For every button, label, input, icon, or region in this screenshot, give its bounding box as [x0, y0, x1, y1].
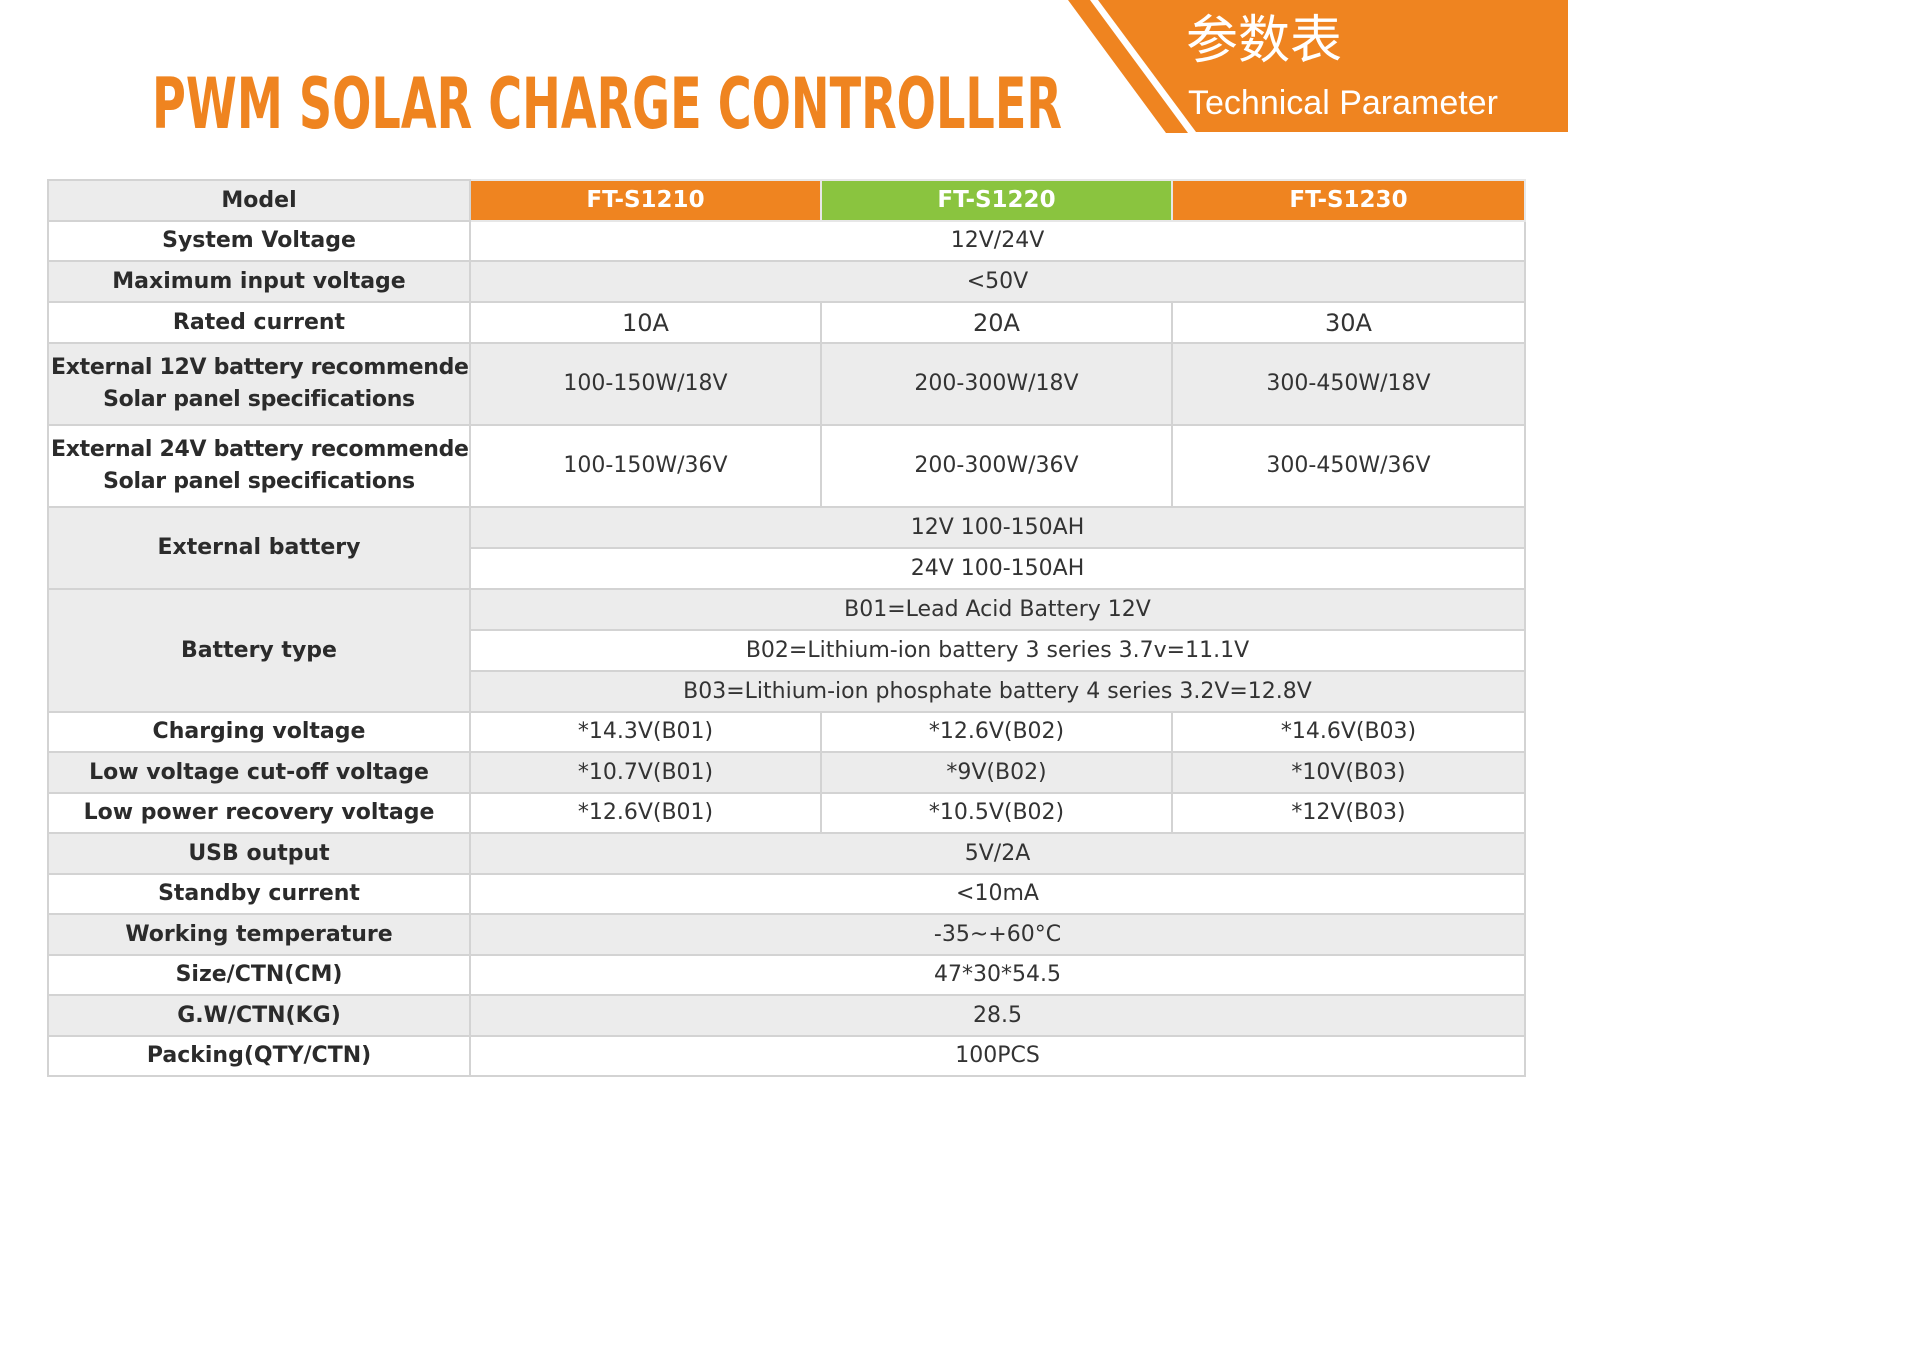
- model-header-ft-s1220: FT-S1220: [820, 179, 1173, 222]
- value-system-voltage: 12V/24V: [469, 220, 1526, 262]
- table-row-low-voltage-cutoff: Low voltage cut-off voltage *10.7V(B01) …: [47, 751, 1526, 794]
- value-usb-output: 5V/2A: [469, 832, 1526, 875]
- value-packing: 100PCS: [469, 1035, 1526, 1077]
- value-external-battery-24v: 24V 100-150AH: [469, 547, 1526, 590]
- table-row-system-voltage: System Voltage 12V/24V: [47, 220, 1526, 262]
- value-low-cutoff-1210: *10.7V(B01): [469, 751, 822, 794]
- value-standby-current: <10mA: [469, 873, 1526, 915]
- row-label-ext-24v-line1: External 24V battery recommended: [51, 437, 470, 463]
- value-size-ctn: 47*30*54.5: [469, 954, 1526, 996]
- row-label-rated-current: Rated current: [47, 301, 471, 344]
- table-row-ext-24v-solar-spec: External 24V battery recommended Solar p…: [47, 424, 1526, 508]
- value-charging-voltage-1220: *12.6V(B02): [820, 711, 1173, 753]
- row-label-ext-12v-line2: Solar panel specifications: [103, 387, 415, 412]
- value-rated-current-1210: 10A: [469, 301, 822, 344]
- value-low-cutoff-1230: *10V(B03): [1171, 751, 1526, 794]
- value-external-battery-12v: 12V 100-150AH: [469, 506, 1526, 549]
- row-label-model: Model: [47, 179, 471, 222]
- page-title: PWM SOLAR CHARGE CONTROLLER: [152, 63, 1062, 145]
- model-header-ft-s1230: FT-S1230: [1171, 179, 1526, 222]
- value-low-cutoff-1220: *9V(B02): [820, 751, 1173, 794]
- value-battery-type-b03: B03=Lithium-ion phosphate battery 4 seri…: [469, 670, 1526, 713]
- row-label-usb-output: USB output: [47, 832, 471, 875]
- banner-cn-title: 参数表: [1186, 11, 1343, 71]
- table-row-charging-voltage: Charging voltage *14.3V(B01) *12.6V(B02)…: [47, 711, 1526, 753]
- table-row-rated-current: Rated current 10A 20A 30A: [47, 301, 1526, 344]
- value-gw-ctn: 28.5: [469, 994, 1526, 1037]
- table-row-working-temperature: Working temperature -35~+60°C: [47, 913, 1526, 956]
- row-label-external-battery: External battery: [47, 506, 471, 590]
- table-row-battery-type-2: B02=Lithium-ion battery 3 series 3.7v=11…: [48, 629, 1526, 672]
- value-rated-current-1220: 20A: [820, 301, 1173, 344]
- table-row-external-battery-2: 24V 100-150AH: [48, 547, 1526, 590]
- value-ext-12v-1210: 100-150W/18V: [469, 342, 822, 426]
- value-ext-24v-1220: 200-300W/36V: [820, 424, 1173, 508]
- row-label-battery-type: Battery type: [47, 588, 471, 713]
- row-label-charging-voltage: Charging voltage: [47, 711, 471, 753]
- row-label-working-temperature: Working temperature: [47, 913, 471, 956]
- table-row-size-ctn: Size/CTN(CM) 47*30*54.5: [47, 954, 1526, 996]
- table-row-ext-12v-solar-spec: External 12V battery recommended Solar p…: [47, 342, 1526, 426]
- table-row-packing: Packing(QTY/CTN) 100PCS: [47, 1035, 1526, 1077]
- value-ext-12v-1230: 300-450W/18V: [1171, 342, 1526, 426]
- table-row-max-input-voltage: Maximum input voltage <50V: [47, 260, 1526, 303]
- table-row-gw-ctn: G.W/CTN(KG) 28.5: [47, 994, 1526, 1037]
- row-label-low-voltage-cutoff: Low voltage cut-off voltage: [47, 751, 471, 794]
- value-working-temperature: -35~+60°C: [469, 913, 1526, 956]
- row-label-max-input-voltage: Maximum input voltage: [47, 260, 471, 303]
- model-header-ft-s1210: FT-S1210: [469, 179, 822, 222]
- banner-en-title: Technical Parameter: [1188, 84, 1498, 122]
- value-low-recovery-1230: *12V(B03): [1171, 792, 1526, 834]
- spec-table: Model FT-S1210 FT-S1220 FT-S1230 System …: [47, 179, 1526, 1077]
- table-row-battery-type-3: B03=Lithium-ion phosphate battery 4 seri…: [48, 670, 1526, 713]
- value-charging-voltage-1210: *14.3V(B01): [469, 711, 822, 753]
- table-row-low-power-recovery: Low power recovery voltage *12.6V(B01) *…: [47, 792, 1526, 834]
- table-row-battery-type-1: Battery type B01=Lead Acid Battery 12V: [47, 588, 1526, 713]
- value-ext-12v-1220: 200-300W/18V: [820, 342, 1173, 426]
- banner-stripe-shape: [1068, 0, 1188, 133]
- table-row-usb-output: USB output 5V/2A: [47, 832, 1526, 875]
- value-rated-current-1230: 30A: [1171, 301, 1526, 344]
- row-label-size-ctn: Size/CTN(CM): [47, 954, 471, 996]
- value-battery-type-b02: B02=Lithium-ion battery 3 series 3.7v=11…: [469, 629, 1526, 672]
- table-row-model: Model FT-S1210 FT-S1220 FT-S1230: [47, 179, 1526, 222]
- value-low-recovery-1210: *12.6V(B01): [469, 792, 822, 834]
- row-label-ext-12v-solar-spec: External 12V battery recommended Solar p…: [47, 342, 471, 426]
- table-row-standby-current: Standby current <10mA: [47, 873, 1526, 915]
- value-ext-24v-1210: 100-150W/36V: [469, 424, 822, 508]
- row-label-low-power-recovery: Low power recovery voltage: [47, 792, 471, 834]
- value-ext-24v-1230: 300-450W/36V: [1171, 424, 1526, 508]
- value-battery-type-b01: B01=Lead Acid Battery 12V: [469, 588, 1526, 631]
- row-label-gw-ctn: G.W/CTN(KG): [47, 994, 471, 1037]
- value-max-input-voltage: <50V: [469, 260, 1526, 303]
- row-label-ext-24v-solar-spec: External 24V battery recommended Solar p…: [47, 424, 471, 508]
- value-charging-voltage-1230: *14.6V(B03): [1171, 711, 1526, 753]
- table-row-external-battery-1: External battery 12V 100-150AH: [47, 506, 1526, 590]
- row-label-system-voltage: System Voltage: [47, 220, 471, 262]
- row-label-ext-24v-line2: Solar panel specifications: [103, 469, 415, 494]
- row-label-standby-current: Standby current: [47, 873, 471, 915]
- row-label-ext-12v-line1: External 12V battery recommended: [51, 355, 470, 381]
- value-low-recovery-1220: *10.5V(B02): [820, 792, 1173, 834]
- row-label-packing: Packing(QTY/CTN): [47, 1035, 471, 1077]
